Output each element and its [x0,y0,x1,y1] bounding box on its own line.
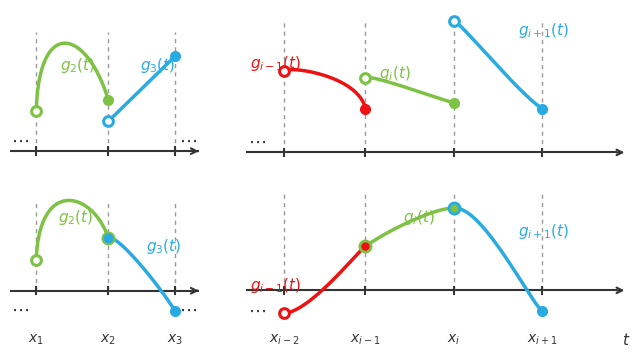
Text: $x_2$: $x_2$ [100,333,116,347]
Text: $g_3(t)$: $g_3(t)$ [140,56,176,75]
Text: $\cdots$: $\cdots$ [179,132,197,150]
Text: $g_{i+1}(t)$: $g_{i+1}(t)$ [518,21,570,40]
Text: $t$: $t$ [621,332,630,348]
Text: $x_{i-2}$: $x_{i-2}$ [269,333,299,347]
Text: $g_3(t)$: $g_3(t)$ [146,237,181,256]
Text: $g_{i-1}(t)$: $g_{i-1}(t)$ [250,54,302,73]
Text: $g_{i-1}(t)$: $g_{i-1}(t)$ [250,276,301,295]
Text: $\cdots$: $\cdots$ [11,301,29,319]
Text: $x_{i+1}$: $x_{i+1}$ [527,333,557,347]
Text: $x_1$: $x_1$ [28,333,44,347]
Text: $g_i(t)$: $g_i(t)$ [379,64,411,82]
Text: $x_3$: $x_3$ [167,333,183,347]
Text: $g_i(t)$: $g_i(t)$ [403,208,435,227]
Text: $\cdots$: $\cdots$ [248,133,266,151]
Text: $\cdots$: $\cdots$ [248,302,266,320]
Text: $g_2(t)$: $g_2(t)$ [60,56,96,75]
Text: $g_{i+1}(t)$: $g_{i+1}(t)$ [518,222,570,241]
Text: $\cdots$: $\cdots$ [179,301,197,319]
Text: $x_{i-1}$: $x_{i-1}$ [350,333,381,347]
Text: $x_i$: $x_i$ [447,333,460,347]
Text: $\cdots$: $\cdots$ [11,132,29,150]
Text: $g_2(t)$: $g_2(t)$ [58,208,93,227]
